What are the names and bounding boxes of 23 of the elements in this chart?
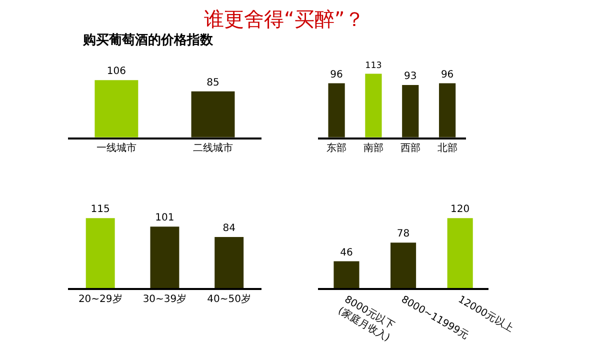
data-label: 101 [155, 212, 174, 224]
x-tick-label: 20~29岁 [78, 292, 122, 305]
data-label: 93 [404, 70, 417, 82]
x-tick-label: 南部 [363, 142, 384, 154]
data-label: 120 [450, 204, 470, 216]
data-label: 84 [222, 222, 236, 234]
data-label: 96 [330, 69, 343, 80]
x-tick-label: 一线城市 [96, 142, 136, 154]
x-tick-label: 30~39岁 [142, 292, 187, 305]
x-tick-label: 西部 [400, 142, 420, 154]
x-tick-label: 东部 [326, 142, 347, 154]
data-label: 96 [440, 69, 454, 80]
chart-title: 谁更舍得“买醉”？ [204, 7, 365, 31]
x-tick-label: 北部 [437, 142, 458, 154]
x-tick-label: 二线城市 [193, 142, 233, 154]
chart-subtitle: 购买葡萄酒的价格指数 [82, 32, 214, 48]
data-label: 85 [206, 77, 220, 88]
data-label: 113 [365, 61, 382, 72]
data-label: 106 [106, 66, 126, 78]
data-label: 46 [340, 247, 353, 258]
data-label: 115 [90, 204, 110, 216]
data-label: 78 [396, 228, 410, 240]
x-tick-label: 40~50岁 [207, 292, 252, 305]
